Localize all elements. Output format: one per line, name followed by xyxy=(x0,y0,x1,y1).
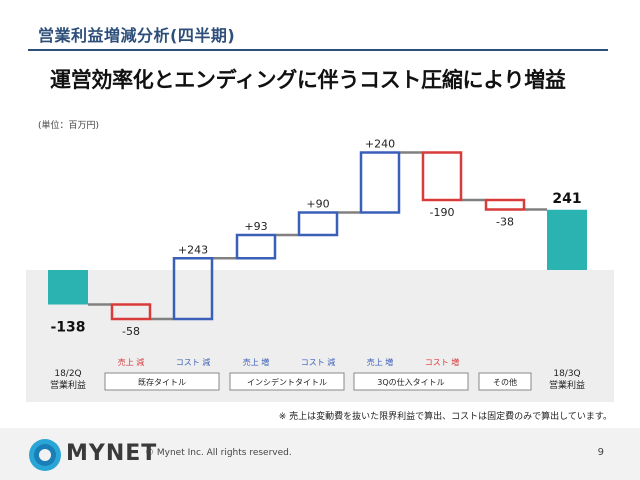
step-category-label: コスト 減 xyxy=(176,357,211,367)
group-box xyxy=(353,372,469,391)
start-period-label: 18/2Q xyxy=(54,369,81,379)
group-label: インシデントタイトル xyxy=(247,377,327,387)
start-value-label: -138 xyxy=(50,320,85,336)
header-divider xyxy=(28,49,608,51)
mynet-logo-icon xyxy=(29,439,61,471)
step-value-label: -38 xyxy=(496,216,514,229)
increase-bar xyxy=(297,211,339,237)
step-value-label: +243 xyxy=(178,243,208,256)
main-title: 運営効率化とエンディングに伴うコスト圧縮により増益 xyxy=(50,68,566,92)
decrease-bar xyxy=(110,303,152,321)
group-label: 既存タイトル xyxy=(138,377,186,387)
end-period-label: 18/3Q xyxy=(553,369,580,379)
group-box xyxy=(229,372,345,391)
start-name-label: 営業利益 xyxy=(50,379,86,391)
logo-text: MYNET xyxy=(66,441,158,466)
footer xyxy=(0,428,640,480)
decrease-bar xyxy=(484,198,526,211)
footnote: ※ 売上は変動費を抜いた限界利益で算出、コストは固定費のみで算出しています。 xyxy=(278,412,612,422)
group-box xyxy=(104,372,220,391)
waterfall-chart-svg: -138 241 -58 +243 +93 +90 +240 -190 -38 売上 減 コスト 減… xyxy=(26,138,614,402)
group-label: 3Qの仕入タイトル xyxy=(377,377,444,387)
end-value-label: 241 xyxy=(552,191,581,207)
increase-bar xyxy=(235,233,277,260)
page-number: 9 xyxy=(597,447,604,458)
step-value-label: -190 xyxy=(430,206,455,219)
unit-label: (単位：百万円) xyxy=(38,121,100,131)
end-name-label: 営業利益 xyxy=(549,379,585,391)
step-category-label: 売上 増 xyxy=(367,357,394,367)
step-value-label: +93 xyxy=(244,220,267,233)
total-bar xyxy=(48,270,88,305)
step-value-label: +90 xyxy=(306,198,329,211)
decrease-bar xyxy=(421,151,463,202)
increase-bar xyxy=(172,257,214,321)
group-label: その他 xyxy=(493,377,517,387)
step-value-label: -58 xyxy=(122,325,140,338)
group-box xyxy=(478,372,532,391)
increase-bar xyxy=(359,151,401,214)
step-category-label: 売上 減 xyxy=(118,357,145,367)
step-category-label: 売上 増 xyxy=(243,357,270,367)
copyright: © Mynet Inc. All rights reserved. xyxy=(145,448,292,458)
header-title: 営業利益増減分析(四半期) xyxy=(38,26,236,45)
step-value-label: +240 xyxy=(365,138,395,151)
total-bar xyxy=(547,209,587,270)
step-category-label: コスト 減 xyxy=(301,357,336,367)
step-category-label: コスト 増 xyxy=(425,357,460,367)
